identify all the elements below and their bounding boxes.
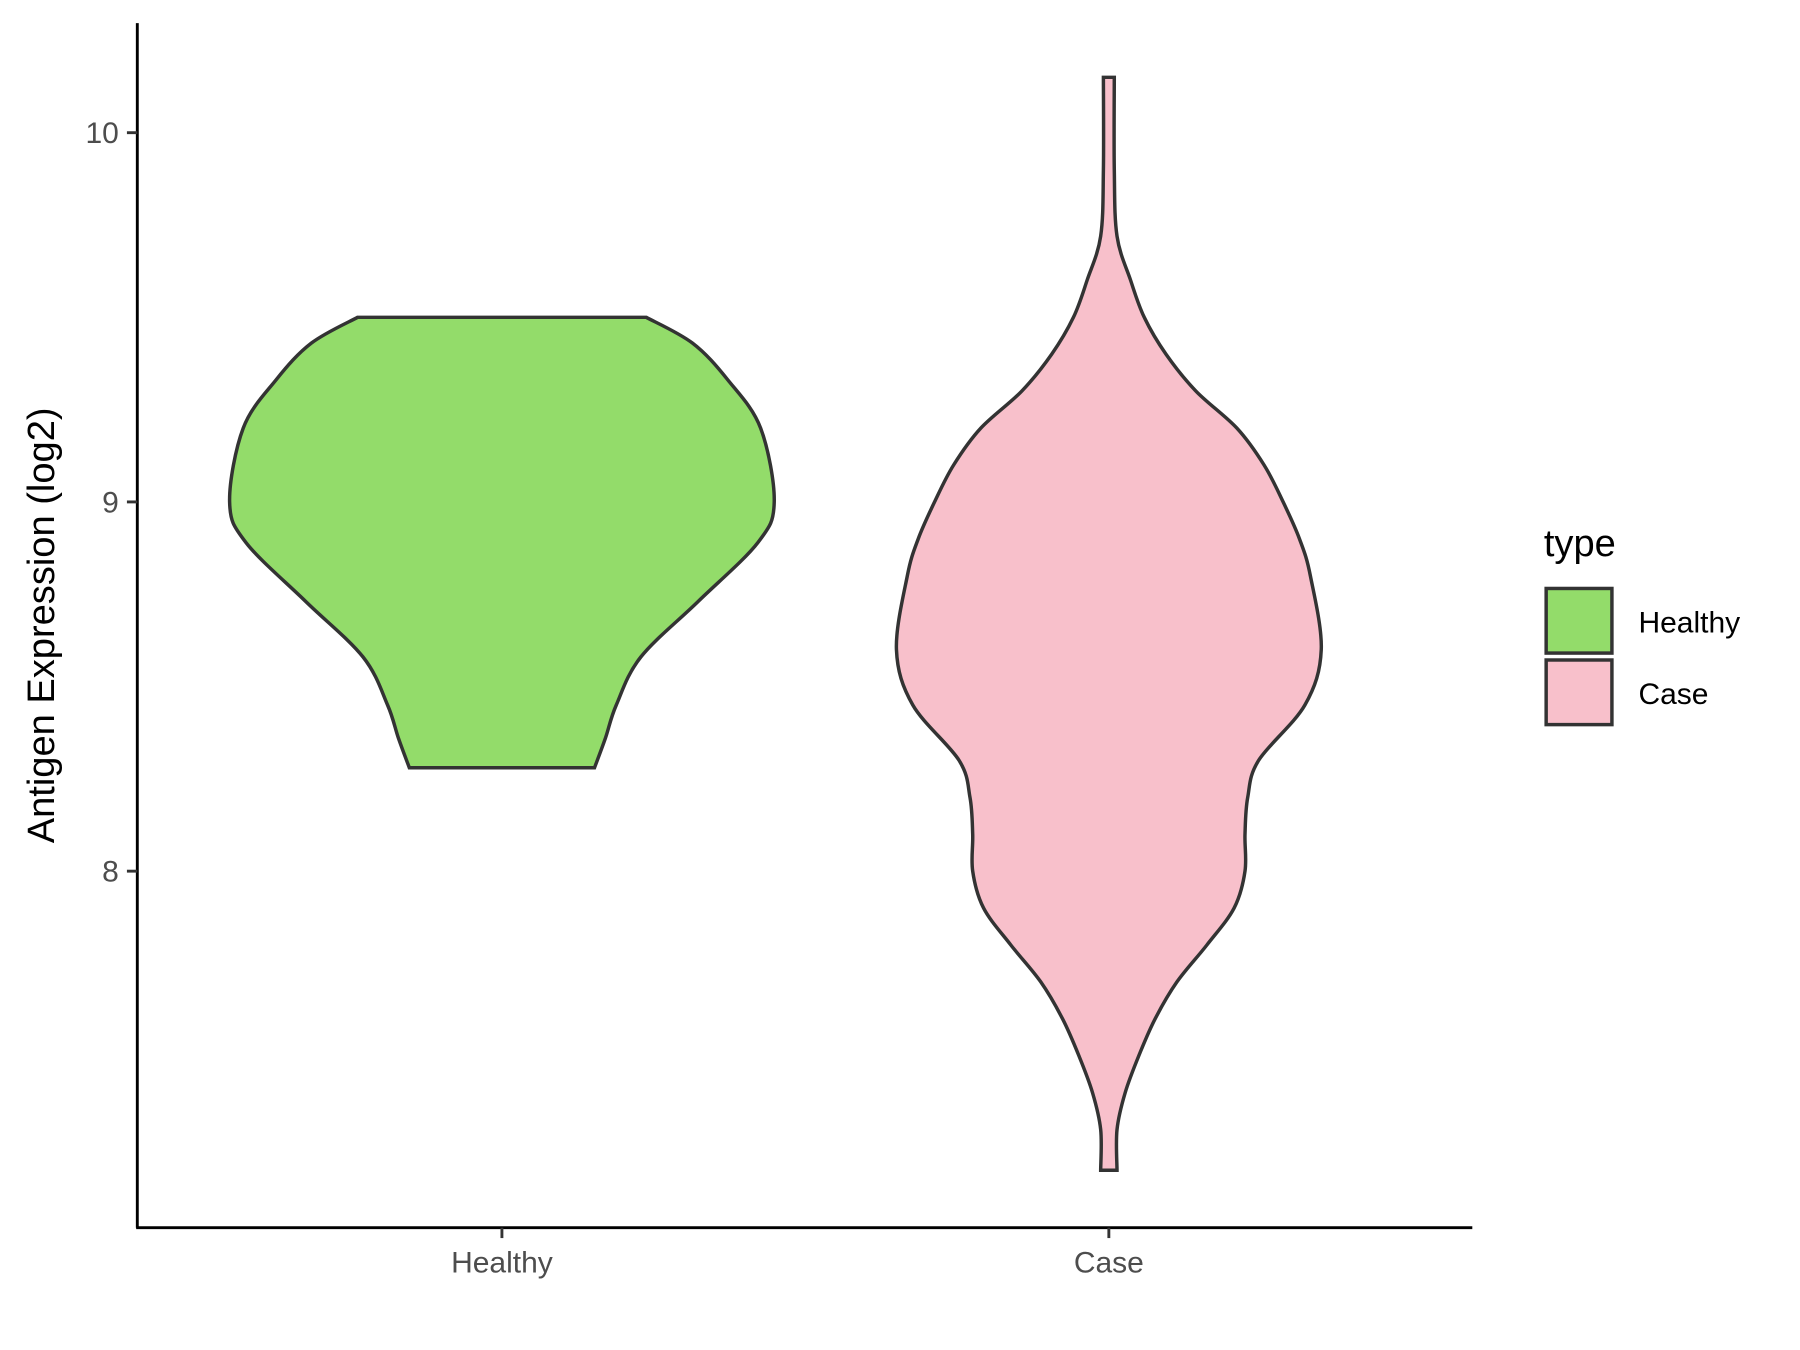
y-ticks: 8 9 10 [85, 117, 138, 889]
violin-healthy [227, 315, 776, 770]
x-tick-label: Case [1074, 1247, 1144, 1280]
x-ticks: Healthy Case [451, 1227, 1144, 1280]
legend-label: Case [1638, 678, 1708, 711]
violins [227, 75, 1323, 1172]
legend-label: Healthy [1638, 606, 1740, 639]
y-tick-label: 8 [102, 856, 119, 889]
legend-title: type [1544, 523, 1616, 565]
x-tick-label: Healthy [451, 1247, 553, 1280]
violin-case [894, 75, 1323, 1172]
legend-key-healthy [1544, 586, 1614, 655]
y-axis-title: Antigen Expression (log2) [21, 407, 63, 843]
legend-key-case [1544, 658, 1614, 727]
legend: Healthy Case [1544, 586, 1740, 727]
y-tick-label: 10 [85, 117, 118, 150]
y-tick-label: 9 [102, 486, 119, 519]
